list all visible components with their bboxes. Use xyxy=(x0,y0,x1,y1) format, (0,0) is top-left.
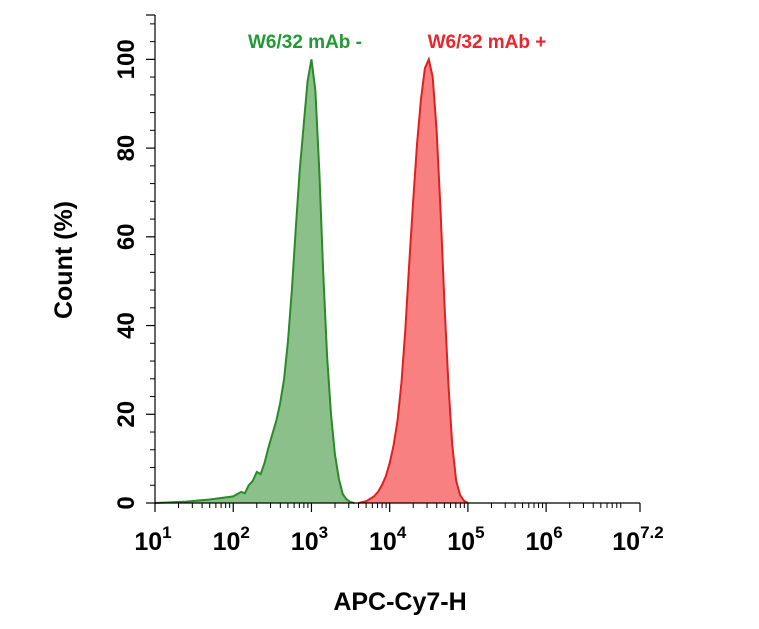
legend-entry-negative: W6/32 mAb - xyxy=(248,32,362,53)
y-tick-label: 20 xyxy=(113,401,140,428)
series-negative xyxy=(154,59,355,504)
series-area xyxy=(358,59,468,504)
series-layer xyxy=(154,56,469,504)
x-axis-title: APC-Cy7-H xyxy=(333,588,466,616)
x-tick-label: 101 xyxy=(134,523,171,556)
legend: W6/32 mAb - W6/32 mAb + xyxy=(248,32,546,53)
legend-entry-positive: W6/32 mAb + xyxy=(428,32,547,53)
y-tick-label: 40 xyxy=(113,312,140,339)
x-tick-label: 106 xyxy=(525,523,562,556)
series-positive xyxy=(358,56,469,504)
x-tick-label: 102 xyxy=(213,523,250,556)
series-line xyxy=(154,59,355,504)
x-tick-label: 103 xyxy=(291,523,328,556)
series-line xyxy=(358,56,469,504)
y-tick-label: 80 xyxy=(113,135,140,162)
y-tick-label: 0 xyxy=(113,496,140,509)
x-tick-label: 107.2 xyxy=(612,523,663,556)
y-tick-label: 100 xyxy=(113,39,140,79)
series-area xyxy=(155,59,355,504)
y-tick-label: 60 xyxy=(113,223,140,250)
x-tick-label: 104 xyxy=(369,523,407,556)
y-axis-title: Count (%) xyxy=(50,201,78,319)
x-tick-label: 105 xyxy=(447,523,484,556)
axes-layer: 101 102 103 104 105 106 107.2 0 20 40 60 80 100 xyxy=(113,14,664,556)
